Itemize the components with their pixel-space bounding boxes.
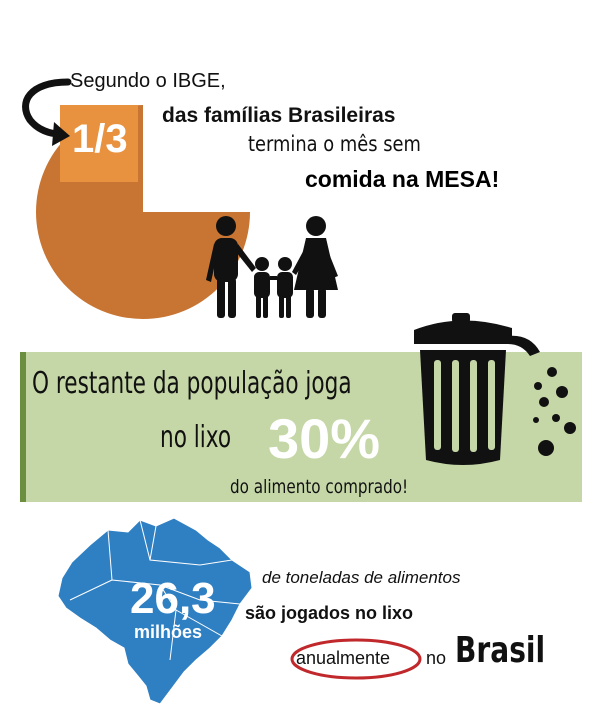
trash-can-icon: [414, 313, 576, 465]
pie-remaining: [143, 101, 251, 212]
in-trash-text: no lixo: [160, 420, 232, 455]
brazil-map-icon: [57, 517, 253, 705]
percent-value: 30%: [268, 407, 381, 470]
family-icon: [206, 216, 338, 318]
annually-circle: [290, 638, 422, 680]
pie-chart: [36, 101, 251, 319]
millions-unit: milhões: [134, 622, 203, 642]
thrown-text: são jogados no lixo: [245, 603, 414, 623]
curved-arrow-icon: [22, 78, 72, 146]
annually-word: anualmente: [296, 648, 391, 668]
rest-population-text: O restante da população joga: [32, 366, 352, 401]
pie-slice-highlight: [60, 105, 138, 182]
tons-text: de toneladas de alimentos: [262, 568, 461, 587]
tons-number: 26,3: [130, 574, 216, 623]
families-text: das famílias Brasileiras: [162, 104, 396, 127]
source-text: Segundo o IBGE,: [70, 70, 226, 92]
country-word: Brasil: [455, 630, 546, 671]
in-word: no: [426, 648, 447, 668]
food-bought-text: do alimento comprado!: [230, 476, 409, 498]
fraction-label: 1/3: [72, 117, 128, 161]
food-table-text: comida na MESA!: [305, 166, 500, 192]
ends-month-text: termina o mês sem: [248, 132, 421, 156]
